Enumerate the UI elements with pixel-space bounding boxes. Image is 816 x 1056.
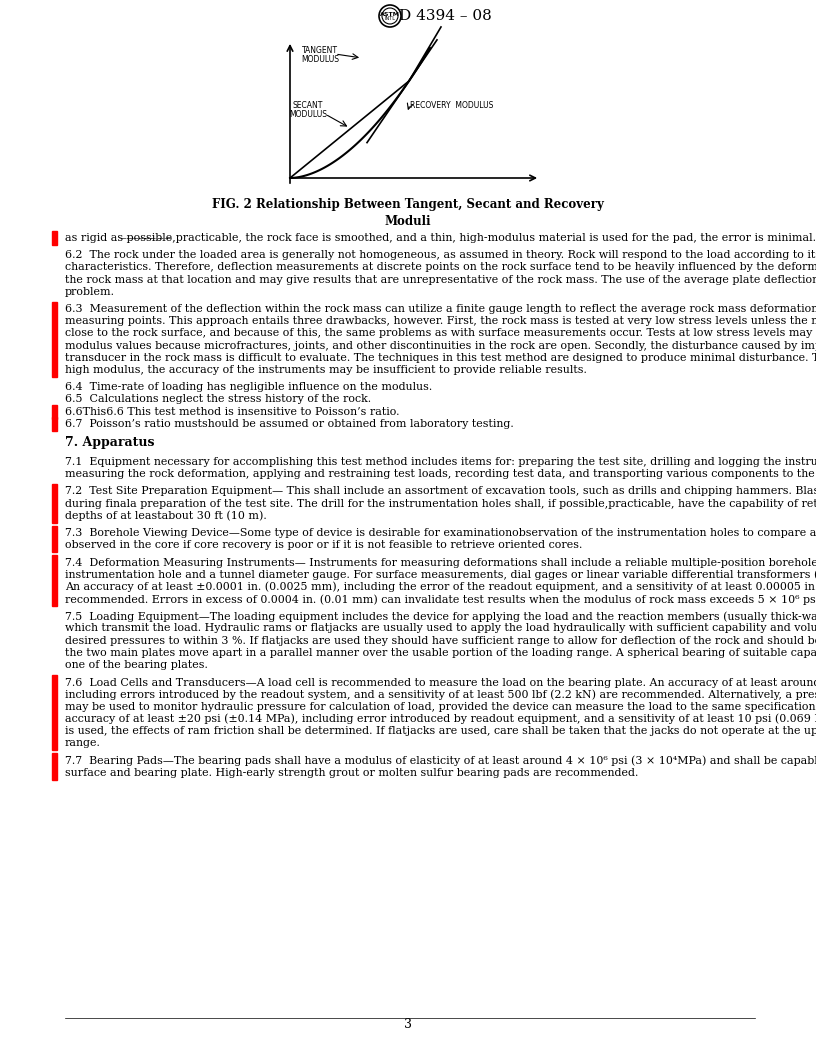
Text: 6.4  Time-rate of loading has negligible influence on the modulus.: 6.4 Time-rate of loading has negligible … xyxy=(65,382,432,392)
Text: close to the rock surface, and because of this, the same problems as with surfac: close to the rock surface, and because o… xyxy=(65,328,816,338)
Text: instrumentation hole and a tunnel diameter gauge. For surface measurements, dial: instrumentation hole and a tunnel diamet… xyxy=(65,569,816,580)
Text: during finala preparation of the test site. The drill for the instrumentation ho: during finala preparation of the test si… xyxy=(65,498,816,509)
Text: the rock mass at that location and may give results that are unrepresentative of: the rock mass at that location and may g… xyxy=(65,275,816,285)
Text: modulus values because microfractures, joints, and other discontinuities in the : modulus values because microfractures, j… xyxy=(65,341,816,351)
Text: FIG. 2 Relationship Between Tangent, Secant and Recovery
Moduli: FIG. 2 Relationship Between Tangent, Sec… xyxy=(212,199,604,228)
Text: 6.2  The rock under the loaded area is generally not homogeneous, as assumed in : 6.2 The rock under the loaded area is ge… xyxy=(65,250,816,260)
Text: range.: range. xyxy=(65,738,101,749)
Text: MODULUS: MODULUS xyxy=(289,110,327,119)
Text: including errors introduced by the readout system, and a sensitivity of at least: including errors introduced by the reado… xyxy=(65,690,816,700)
Text: as rigid as ̶p̶o̶s̶s̶i̶b̶l̶e̶̶,practicable, the rock face is smoothed, and a thi: as rigid as ̶p̶o̶s̶s̶i̶b̶l̶e̶̶,practicab… xyxy=(65,233,816,243)
Text: 7.4  Deformation Measuring Instruments— Instruments for measuring deformations s: 7.4 Deformation Measuring Instruments— I… xyxy=(65,558,816,568)
Text: 7.5  Loading Equipment—The loading equipment includes the device for applying th: 7.5 Loading Equipment—The loading equipm… xyxy=(65,611,816,622)
Text: accuracy of at least ±20 psi (±0.14 MPa), including error introduced by readout : accuracy of at least ±20 psi (±0.14 MPa)… xyxy=(65,714,816,724)
Text: INTL: INTL xyxy=(384,17,396,21)
Text: measuring the rock deformation, applying and restraining test loads, recording t: measuring the rock deformation, applying… xyxy=(65,469,816,479)
Text: SECANT: SECANT xyxy=(293,101,323,110)
Bar xyxy=(52,417,57,431)
Text: recommended. Errors in excess of 0.0004 in. (0.01 mm) can invalidate test result: recommended. Errors in excess of 0.0004 … xyxy=(65,595,816,605)
Text: 6.6This6.6 This test method is insensitive to Poisson’s ratio.: 6.6This6.6 This test method is insensiti… xyxy=(65,407,400,417)
Text: the two main plates move apart in a parallel manner over the usable portion of t: the two main plates move apart in a para… xyxy=(65,647,816,658)
Text: 6.3  Measurement of the deflection within the rock mass can utilize a finite gau: 6.3 Measurement of the deflection within… xyxy=(65,304,816,314)
Text: high modulus, the accuracy of the instruments may be insufficient to provide rel: high modulus, the accuracy of the instru… xyxy=(65,365,587,375)
Text: desired pressures to within 3 %. If flatjacks are used they should have sufficie: desired pressures to within 3 %. If flat… xyxy=(65,636,816,645)
Text: transducer in the rock mass is difficult to evaluate. The techniques in this tes: transducer in the rock mass is difficult… xyxy=(65,353,816,363)
Text: 3: 3 xyxy=(404,1018,412,1031)
Text: 7.6  Load Cells and Transducers—A load cell is recommended to measure the load o: 7.6 Load Cells and Transducers—A load ce… xyxy=(65,677,816,687)
Text: MODULUS: MODULUS xyxy=(301,55,339,64)
Text: 6.5  Calculations neglect the stress history of the rock.: 6.5 Calculations neglect the stress hist… xyxy=(65,394,371,404)
Text: one of the bearing plates.: one of the bearing plates. xyxy=(65,660,208,670)
Text: measuring points. This approach entails three drawbacks, however. First, the roc: measuring points. This approach entails … xyxy=(65,316,816,326)
Text: 7.2  Test Site Preparation Equipment— This shall include an assortment of excava: 7.2 Test Site Preparation Equipment— Thi… xyxy=(65,487,816,496)
Text: problem.: problem. xyxy=(65,287,115,297)
Text: characteristics. Therefore, deflection measurements at discrete points on the ro: characteristics. Therefore, deflection m… xyxy=(65,262,816,272)
Bar xyxy=(52,526,57,552)
Text: ASTM: ASTM xyxy=(380,12,400,17)
Bar xyxy=(52,231,57,245)
Text: observed in the core if core recovery is poor or if it is not feasible to retrie: observed in the core if core recovery is… xyxy=(65,541,583,550)
Text: is used, the effects of ram friction shall be determined. If flatjacks are used,: is used, the effects of ram friction sha… xyxy=(65,727,816,736)
Bar xyxy=(52,753,57,779)
Bar xyxy=(52,555,57,606)
Text: 7.1  Equipment necessary for accomplishing this test method includes items for: : 7.1 Equipment necessary for accomplishin… xyxy=(65,457,816,467)
Text: 7.7  Bearing Pads—The bearing pads shall have a modulus of elasticity of at leas: 7.7 Bearing Pads—The bearing pads shall … xyxy=(65,755,816,766)
Bar xyxy=(52,302,57,377)
Text: surface and bearing plate. High-early strength grout or molten sulfur bearing pa: surface and bearing plate. High-early st… xyxy=(65,768,638,777)
Text: may be used to monitor hydraulic pressure for calculation of load, provided the : may be used to monitor hydraulic pressur… xyxy=(65,701,816,712)
Text: 7. Apparatus: 7. Apparatus xyxy=(65,436,154,449)
Text: 7.3  Borehole Viewing Device—Some type of device is desirable for examinationobs: 7.3 Borehole Viewing Device—Some type of… xyxy=(65,528,816,538)
Text: D 4394 – 08: D 4394 – 08 xyxy=(399,10,491,23)
Text: TANGENT: TANGENT xyxy=(302,46,338,55)
Text: which transmit the load. Hydraulic rams or flatjacks are usually used to apply t: which transmit the load. Hydraulic rams … xyxy=(65,623,816,634)
Text: 6.7  Poisson’s ratio mustshould be assumed or obtained from laboratory testing.: 6.7 Poisson’s ratio mustshould be assume… xyxy=(65,419,514,429)
Text: An accuracy of at least ±0.0001 in. (0.0025 mm), including the error of the read: An accuracy of at least ±0.0001 in. (0.0… xyxy=(65,582,816,592)
Bar xyxy=(52,485,57,523)
Bar xyxy=(52,675,57,751)
Text: depths of at leastabout 30 ft (10 m).: depths of at leastabout 30 ft (10 m). xyxy=(65,511,267,522)
Bar xyxy=(52,404,57,419)
Text: RECOVERY  MODULUS: RECOVERY MODULUS xyxy=(410,101,494,110)
